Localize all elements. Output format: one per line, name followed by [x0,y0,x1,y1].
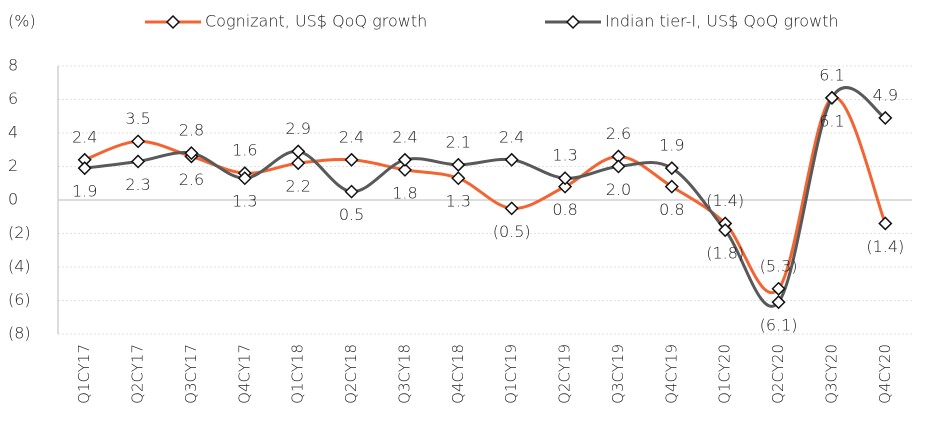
marker [397,162,412,177]
x-tick-label: Q4CY19 [662,344,680,404]
data-label: 2.4 [499,127,524,146]
x-tick-label: Q4CY17 [235,344,253,404]
x-tick-label: Q2CY20 [769,344,787,404]
data-label: 2.4 [339,127,364,146]
y-tick-label: (8) [8,324,31,343]
marker [131,134,146,149]
marker [611,159,626,174]
data-label: (0.5) [493,222,531,241]
data-label: 4.9 [873,85,898,104]
marker [451,171,466,186]
data-label: 2.6 [179,170,204,189]
data-label: 1.3 [446,192,471,211]
data-label: 1.9 [72,182,97,201]
marker [664,179,679,194]
data-label: 2.4 [392,127,417,146]
x-tick-label: Q1CY20 [716,344,734,404]
x-tick-label: Q2CY18 [342,344,360,404]
x-tick-label: Q3CY18 [395,344,413,404]
data-label: 2.2 [285,177,310,196]
marker [718,223,733,238]
marker [558,171,573,186]
y-tick-label: 6 [8,89,18,108]
data-label: 2.6 [606,124,631,143]
marker [291,156,306,171]
marker [237,171,252,186]
data-label: (6.1) [760,316,798,335]
x-tick-label: Q3CY20 [822,344,840,404]
data-label: (5.3) [760,256,798,275]
marker [344,152,359,167]
marker [184,146,199,161]
y-tick-label: 8 [8,56,18,75]
data-label: 2.3 [125,175,150,194]
marker [664,161,679,176]
data-label: (1.4) [866,237,904,256]
data-label: 6.1 [819,65,844,84]
data-label: 1.9 [659,136,684,155]
data-label: 0.5 [339,205,364,224]
marker [878,110,893,125]
marker [504,201,519,216]
marker [558,179,573,194]
data-label: (1.8) [706,244,744,263]
data-label: 1.3 [232,192,257,211]
y-tick-label: (6) [8,290,31,309]
marker [397,152,412,167]
data-label: 2.0 [606,180,631,199]
x-tick-label: Q4CY20 [876,344,894,404]
marker [77,161,92,176]
marker [824,90,839,105]
data-label: 2.4 [72,127,97,146]
data-label: 0.8 [552,200,577,219]
legend-marker [165,14,181,30]
marker [451,157,466,172]
x-tick-label: Q2CY17 [129,344,147,404]
data-label: 6.1 [819,111,844,130]
marker [291,144,306,159]
data-label: 1.6 [232,141,257,160]
marker [344,184,359,199]
y-axis-label: (%) [8,12,36,31]
marker [504,152,519,167]
x-tick-label: Q1CY18 [289,344,307,404]
marker [771,295,786,310]
data-label: 2.9 [285,119,310,138]
x-tick-label: Q2CY19 [556,344,574,404]
x-tick-label: Q1CY17 [75,344,93,404]
marker [878,216,893,231]
data-label: 0.8 [659,200,684,219]
y-tick-label: 2 [8,156,18,175]
legend-label: Indian tier-I, US$ QoQ growth [605,12,839,31]
y-tick-label: 0 [8,190,18,209]
data-label: (1.4) [706,191,744,210]
y-tick-label: (4) [8,257,31,276]
data-label: 1.3 [552,146,577,165]
x-tick-label: Q3CY17 [182,344,200,404]
x-tick-label: Q1CY19 [502,344,520,404]
y-tick-label: (2) [8,223,31,242]
legend-label: Cognizant, US$ QoQ growth [205,12,427,31]
marker [771,281,786,296]
data-label: 3.5 [125,109,150,128]
y-tick-label: 4 [8,123,18,142]
data-label: 2.1 [446,132,471,151]
x-tick-label: Q3CY19 [609,344,627,404]
x-tick-label: Q4CY18 [449,344,467,404]
marker [131,154,146,169]
data-label: 2.8 [179,121,204,140]
legend-marker [565,14,581,30]
data-label: 1.8 [392,183,417,202]
